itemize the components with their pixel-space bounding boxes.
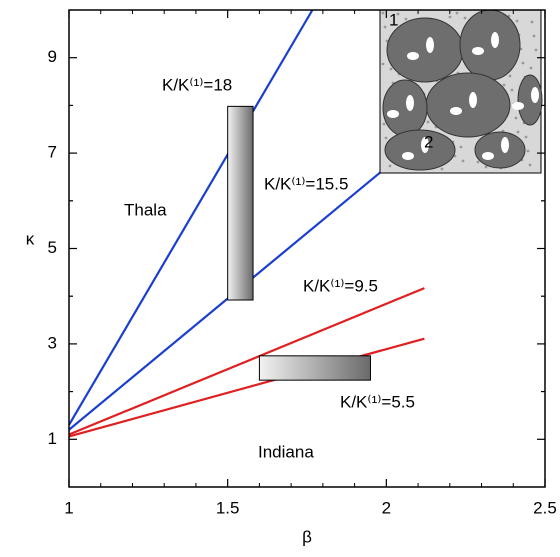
inset-speck [510,88,514,92]
inset-speck [515,19,519,23]
inset-pore [421,137,429,153]
inset-speck [388,164,392,168]
inset-speck [426,120,430,124]
inset-label: 1 [389,10,398,29]
inset-grain [382,79,428,137]
inset-speck [448,15,452,19]
inset-speck [440,167,444,171]
y-tick-label: 9 [48,47,57,66]
inset-speck [459,145,463,149]
inset-grain [517,74,543,126]
inset-speck [384,136,388,140]
inset-speck [382,122,386,126]
region [258,355,371,381]
inset-pore [406,95,414,111]
inset-speck [484,165,488,169]
inset-speck [526,149,530,153]
inset-speck [404,17,408,21]
inset-pore [469,92,477,108]
inset-pore [402,152,414,160]
y-tick-label: 3 [48,333,57,352]
inset-pore [472,47,484,55]
x-tick-label: 1 [64,498,73,517]
y-tick-label: 7 [48,143,57,162]
y-axis-label: κ [26,229,35,248]
inset-speck [476,160,480,164]
x-tick-label: 2 [382,498,391,517]
inset-label: 2 [424,132,433,151]
inset-speck [463,16,467,20]
inset-pore [407,52,419,60]
inset-pore [387,110,399,118]
inset-speck [502,83,506,87]
inset-pore [531,87,539,103]
inset-speck [461,159,465,163]
x-tick-label: 1.5 [216,498,240,517]
inset-speck [532,34,536,38]
y-tick-label: 1 [48,429,57,448]
series-label: K/K⁽¹⁾=18 [162,75,232,94]
y-tick-label: 5 [48,238,57,257]
region [227,105,254,301]
inset-speck [524,135,528,139]
inset-pore [450,107,462,115]
series-label: K/K⁽¹⁾=15.5 [264,174,348,193]
inset-speck [508,74,512,78]
inset-speck [396,12,400,16]
inset-grain [474,131,526,169]
line [68,9,314,426]
inset-speck [381,11,385,15]
inset-speck [383,25,387,29]
inset-pore [426,37,434,53]
inset-speck [521,61,525,65]
inset-grain [384,129,456,171]
line [68,287,425,436]
inset-pore [491,32,499,48]
inset-pore [501,137,509,153]
annotation: Indiana [258,442,314,461]
inset-speck [516,130,520,134]
inset-pore [512,102,524,110]
inset-speck [389,67,393,71]
inset-speck [530,20,534,24]
inset-speck [534,48,538,52]
series-label: K/K⁽¹⁾=9.5 [303,276,378,295]
inset-grain [425,72,511,138]
line [68,337,425,438]
inset: 12 [379,9,543,174]
x-tick-label: 2.5 [533,498,557,517]
inset-grain [459,9,521,81]
series-label: K/K⁽¹⁾=5.5 [340,392,415,411]
inset-speck [381,62,385,66]
inset-speck [455,11,459,15]
annotation: Thala [124,200,167,219]
inset-speck [514,116,518,120]
inset-speck [529,66,533,70]
inset-pore [482,152,494,160]
x-axis-label: β [302,527,312,546]
inset-speck [528,163,532,167]
